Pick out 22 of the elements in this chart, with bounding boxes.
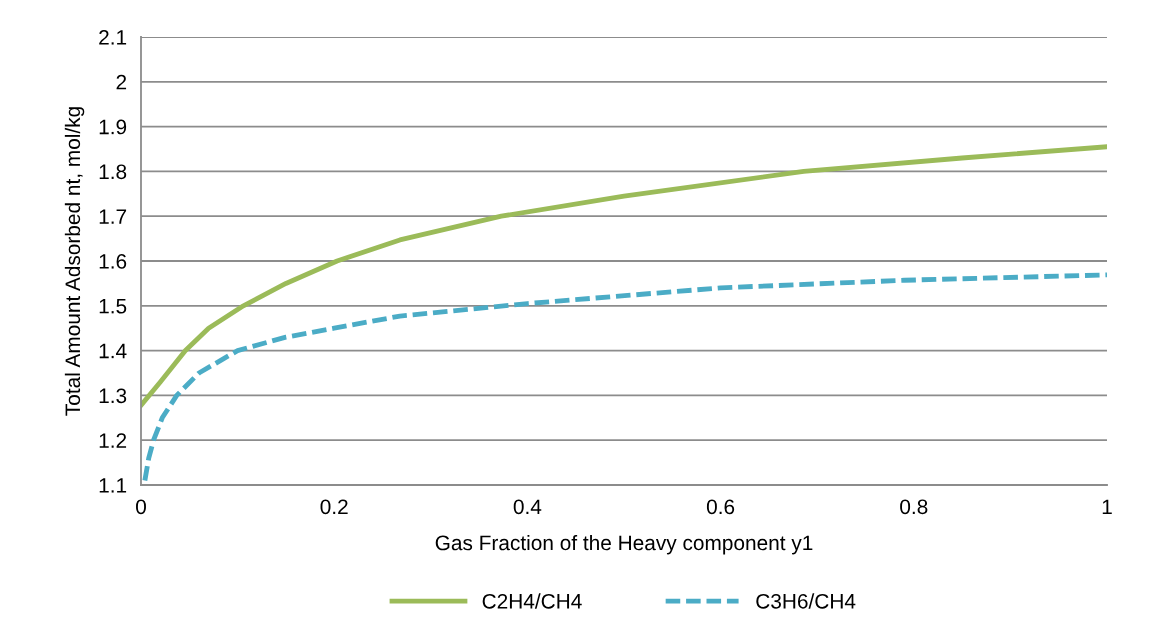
y-tick-label: 1.2 <box>99 433 127 448</box>
y-tick-label: 1.5 <box>99 299 127 314</box>
legend-label: C2H4/CH4 <box>482 593 582 609</box>
x-tick-label: 1 <box>1102 499 1112 514</box>
y-tick-label: 1.1 <box>99 478 127 493</box>
x-tick-label: 0 <box>136 499 146 515</box>
line-series <box>141 144 1107 408</box>
y-tick-label: 1.4 <box>99 343 127 359</box>
y-tick-label: 1.3 <box>99 388 127 404</box>
x-axis-title: Gas Fraction of the Heavy component y1 <box>435 534 813 555</box>
y-tick-label: 2.1 <box>99 30 127 45</box>
x-tick-label: 0.8 <box>900 499 928 515</box>
y-tick-label: 1.8 <box>99 164 127 180</box>
x-tick-label: 0.2 <box>320 499 348 515</box>
y-tick-label: 1.7 <box>99 209 127 224</box>
y-tick-label: 1.9 <box>99 119 127 135</box>
y-axis-title: Total Amount Adsorbed nt, mol/kg <box>64 107 85 416</box>
x-tick-label: 0.4 <box>513 499 542 515</box>
x-tick-label: 0.6 <box>706 499 735 515</box>
legend-label: C3H6/CH4 <box>756 593 856 609</box>
y-tick-label: 1.6 <box>99 254 127 269</box>
y-tick-label: 2 <box>116 74 127 90</box>
